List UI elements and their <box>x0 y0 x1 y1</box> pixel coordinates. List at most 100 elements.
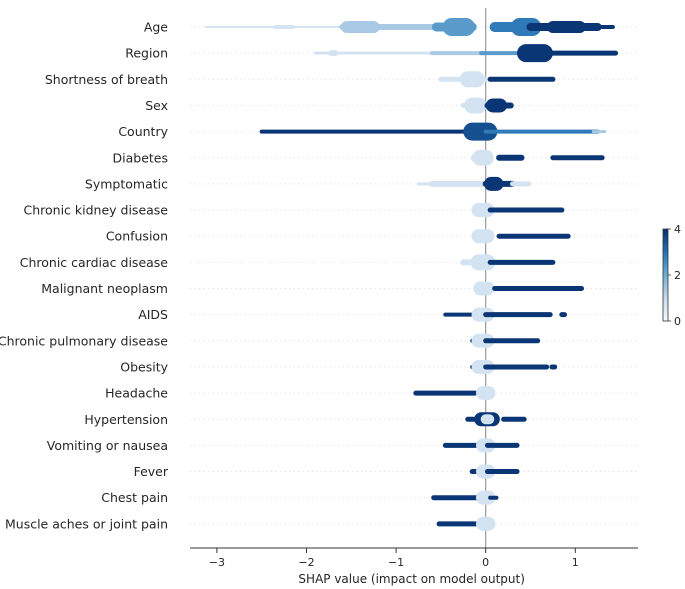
feature-row <box>470 149 605 166</box>
x-tick-label: −2 <box>298 556 314 569</box>
shap-point-cluster <box>510 181 532 187</box>
feature-row <box>442 438 520 453</box>
shap-point-cluster <box>431 495 484 501</box>
shap-point-cluster <box>488 495 499 500</box>
feature-row <box>443 307 568 322</box>
feature-label: Muscle aches or joint pain <box>5 516 168 531</box>
colorbar: 0 2 4 <box>662 223 681 328</box>
feature-row <box>460 254 556 271</box>
shap-point-cluster <box>550 155 605 161</box>
feature-label: Chronic kidney disease <box>23 203 168 218</box>
shap-point-cluster <box>483 364 550 370</box>
shap-point-cluster <box>436 521 484 527</box>
shap-point-cluster <box>595 25 615 29</box>
shap-point-cluster <box>259 129 475 134</box>
feature-label: Region <box>125 46 168 61</box>
colorbar-gradient <box>662 228 669 322</box>
shap-point-cluster <box>480 414 495 425</box>
x-tick-label: −3 <box>209 556 225 569</box>
shap-point-cluster <box>483 312 553 318</box>
shap-point-cluster <box>591 130 607 134</box>
feature-label: Diabetes <box>113 150 169 165</box>
feature-row <box>471 229 571 244</box>
feature-row <box>436 516 496 531</box>
feature-row <box>205 18 615 36</box>
shap-point-cluster <box>472 149 494 166</box>
shap-point-cluster <box>485 98 508 113</box>
feature-label: Sex <box>145 98 168 113</box>
shap-point-cluster <box>496 154 525 161</box>
feature-row <box>469 464 520 479</box>
feature-label: Chronic pulmonary disease <box>0 333 168 348</box>
feature-label: Confusion <box>106 229 168 244</box>
colorbar-tick-label: 0 <box>674 315 681 328</box>
feature-label: Age <box>144 20 168 35</box>
feature-label: Chest pain <box>101 490 168 505</box>
x-axis-title: SHAP value (impact on model output) <box>298 572 525 586</box>
feature-label: Hypertension <box>84 412 168 427</box>
shap-point-cluster <box>442 442 487 448</box>
shap-point-cluster <box>328 50 339 57</box>
shap-point-cluster <box>473 281 495 296</box>
feature-label: Symptomatic <box>85 176 168 191</box>
shap-point-cluster <box>470 254 496 271</box>
shap-point-cluster <box>471 359 495 374</box>
shap-point-cluster <box>496 233 571 239</box>
feature-label: Malignant neoplasm <box>41 281 168 296</box>
feature-label: Obesity <box>120 359 168 374</box>
shap-point-cluster <box>442 18 475 36</box>
feature-row <box>465 412 527 427</box>
shap-point-cluster <box>340 21 380 33</box>
shap-point-cluster <box>483 338 541 344</box>
colorbar-tick-label: 2 <box>674 269 681 282</box>
feature-row <box>438 71 556 88</box>
feature-row <box>416 176 532 191</box>
shap-point-cluster <box>559 312 568 318</box>
shap-point-cluster <box>501 416 527 422</box>
shap-point-cluster <box>429 51 488 56</box>
feature-labels: Age Region Shortness of breath Sex Country Di… <box>0 20 169 532</box>
shap-point-cluster <box>475 490 496 505</box>
shap-point-cluster <box>484 469 520 475</box>
x-tick-label: 1 <box>572 556 579 569</box>
shap-point-cluster <box>273 25 296 29</box>
shap-point-cluster <box>546 21 586 33</box>
shap-point-cluster <box>471 229 495 244</box>
x-axis: −3 −2 −1 0 1 <box>190 547 638 569</box>
shap-point-cluster <box>413 390 478 396</box>
feature-label: Chronic cardiac disease <box>20 255 169 270</box>
feature-row <box>313 44 619 63</box>
shap-point-cluster <box>549 364 558 370</box>
feature-guide-lines <box>190 26 638 525</box>
shap-point-cluster <box>487 259 556 265</box>
x-tick-label: 0 <box>482 556 489 569</box>
shap-point-cluster <box>484 442 520 448</box>
shap-point-cluster <box>459 71 485 88</box>
shap-point-cluster <box>428 180 489 187</box>
feature-label: Vomiting or nausea <box>47 438 168 453</box>
shap-points <box>205 18 619 531</box>
shap-point-cluster <box>471 333 495 348</box>
feature-row <box>470 333 541 348</box>
colorbar-tick-label: 4 <box>674 223 681 236</box>
feature-row <box>259 122 607 141</box>
shap-point-cluster <box>475 386 496 401</box>
shap-point-cluster <box>487 207 565 213</box>
x-tick-label: −1 <box>388 556 404 569</box>
feature-label: Shortness of breath <box>45 72 168 87</box>
shap-point-cluster <box>484 176 504 191</box>
shap-point-cluster <box>487 76 556 82</box>
shap-point-cluster <box>483 129 600 134</box>
shap-point-cluster <box>510 18 542 36</box>
shap-point-cluster <box>517 44 553 63</box>
feature-label: AIDS <box>138 307 168 322</box>
feature-label: Country <box>118 124 168 139</box>
shap-point-cluster <box>464 97 487 114</box>
shap-point-cluster <box>475 516 496 531</box>
shap-point-cluster <box>471 203 495 218</box>
feature-row <box>413 386 496 401</box>
shap-point-cluster <box>471 307 495 322</box>
feature-row <box>471 203 565 218</box>
feature-label: Headache <box>105 386 168 401</box>
